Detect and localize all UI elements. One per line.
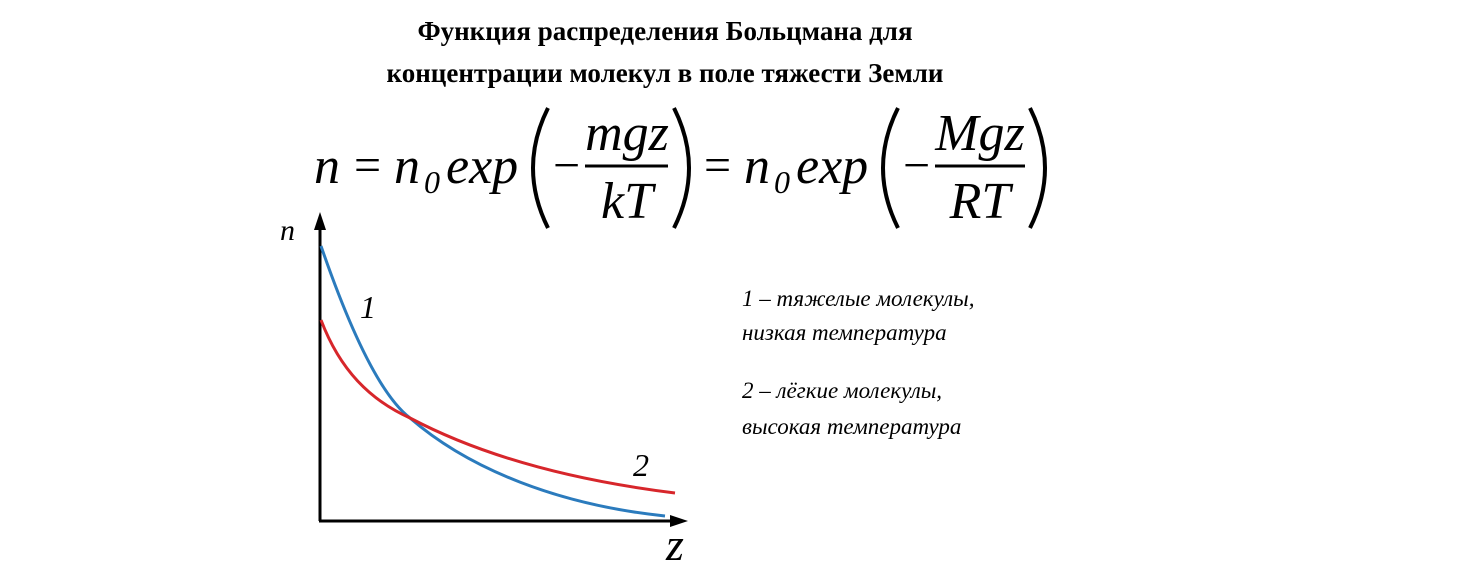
formula-function: exp — [446, 138, 518, 195]
formula: n = n 0 exp − mgz kT = n 0 exp − Mgz RT — [314, 105, 1047, 230]
formula-subscript: 0 — [774, 164, 790, 200]
formula-operator: = — [354, 139, 381, 192]
legend-text: высокая температура — [742, 414, 961, 439]
axis-arrow — [670, 515, 688, 527]
formula-symbol: n — [744, 138, 770, 195]
curve-label: 2 — [633, 447, 649, 483]
formula-symbol: n — [394, 138, 420, 195]
parenthesis — [881, 107, 900, 229]
formula-subscript: 0 — [424, 164, 440, 200]
curve-1 — [319, 245, 666, 518]
axis-arrow — [314, 212, 326, 230]
title-line: Функция распределения Больцмана для — [417, 16, 912, 46]
formula-denominator: kT — [601, 173, 656, 230]
parenthesis — [531, 107, 550, 229]
legend-text: низкая температура — [742, 320, 947, 345]
curve-label: 1 — [360, 289, 376, 325]
legend-text: 2 – лёгкие молекулы, — [742, 378, 942, 403]
graph: n z 1 2 — [280, 212, 688, 570]
formula-operator: = — [704, 139, 731, 192]
formula-numerator: Mgz — [934, 105, 1025, 162]
x-axis-label: z — [665, 519, 684, 570]
title-line: концентрации молекул в поле тяжести Земл… — [387, 58, 944, 88]
curve-2 — [319, 319, 676, 495]
formula-operator: − — [903, 139, 930, 192]
y-axis-label: n — [280, 214, 295, 247]
legend: 1 – тяжелые молекулы, низкая температура… — [742, 286, 975, 439]
formula-operator: − — [553, 139, 580, 192]
legend-text: 1 – тяжелые молекулы, — [742, 286, 975, 311]
formula-function: exp — [796, 138, 868, 195]
formula-denominator: RT — [949, 173, 1014, 230]
formula-numerator: mgz — [585, 105, 669, 162]
parenthesis — [1028, 107, 1047, 229]
parenthesis — [672, 107, 691, 229]
formula-symbol: n — [314, 138, 340, 195]
